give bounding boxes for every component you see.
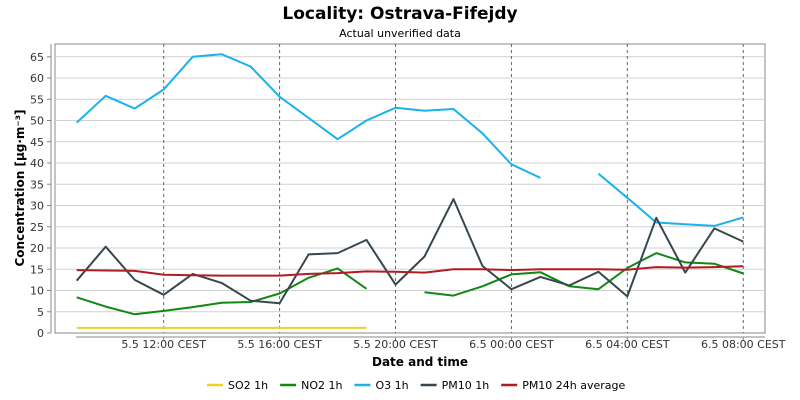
y-tick-label: 50 bbox=[30, 115, 44, 128]
grid bbox=[55, 44, 765, 333]
y-tick-label: 5 bbox=[37, 306, 44, 319]
x-tick-label: 5.5 16:00 CEST bbox=[237, 338, 322, 351]
y-tick-label: 15 bbox=[30, 263, 44, 276]
legend-item-no2-1h: NO2 1h bbox=[280, 379, 342, 392]
x-tick-label: 6.5 00:00 CEST bbox=[469, 338, 554, 351]
series-line-pm10-24h-average bbox=[76, 265, 744, 277]
x-tick-label: 6.5 04:00 CEST bbox=[585, 338, 670, 351]
legend-label: PM10 24h average bbox=[522, 379, 625, 392]
legend-item-pm10-24h-average: PM10 24h average bbox=[501, 379, 626, 392]
x-axis-ticks: 5.5 12:00 CEST 5.5 16:00 CEST 5.5 20:00 CE… bbox=[121, 337, 786, 351]
y-axis-title: Concentration [µg·m⁻³] bbox=[13, 110, 27, 267]
legend: SO2 1h NO2 1h O3 1h PM10 1h PM10 24h average bbox=[207, 379, 626, 392]
plot-area bbox=[54, 43, 766, 334]
series-line-o3-1h bbox=[76, 53, 744, 227]
legend-label: SO2 1h bbox=[228, 379, 268, 392]
legend-item-pm10-1h: PM10 1h bbox=[420, 379, 490, 392]
y-tick-label: 40 bbox=[30, 157, 44, 170]
series-line-pm10-1h bbox=[75, 198, 744, 305]
legend-item-so2-1h: SO2 1h bbox=[207, 379, 268, 392]
y-tick-label: 25 bbox=[30, 221, 44, 234]
legend-label: PM10 1h bbox=[442, 379, 490, 392]
y-tick-label: 30 bbox=[30, 200, 44, 213]
y-tick-label: 35 bbox=[30, 178, 44, 191]
y-tick-label: 20 bbox=[30, 242, 44, 255]
y-axis-ticks: 0 5 10 15 20 25 30 35 40 45 50 55 60 65 bbox=[30, 51, 51, 340]
y-tick-label: 10 bbox=[30, 285, 44, 298]
legend-item-o3-1h: O3 1h bbox=[354, 379, 409, 392]
legend-label: O3 1h bbox=[375, 379, 408, 392]
x-axis-title: Date and time bbox=[372, 355, 468, 369]
x-tick-label: 5.5 12:00 CEST bbox=[121, 338, 206, 351]
chart-title: Locality: Ostrava-Fifejdy bbox=[282, 4, 517, 24]
x-tick-label: 5.5 20:00 CEST bbox=[353, 338, 438, 351]
y-tick-label: 55 bbox=[30, 93, 44, 106]
legend-label: NO2 1h bbox=[301, 379, 342, 392]
chart-subtitle: Actual unverified data bbox=[339, 27, 461, 40]
y-tick-label: 60 bbox=[30, 72, 44, 85]
y-tick-label: 65 bbox=[30, 51, 44, 64]
x-tick-label: 6.5 08:00 CEST bbox=[701, 338, 786, 351]
series-lines bbox=[75, 53, 744, 329]
y-tick-label: 45 bbox=[30, 136, 44, 149]
series-line-no2-1h bbox=[76, 252, 744, 316]
y-tick-label: 0 bbox=[37, 327, 44, 340]
